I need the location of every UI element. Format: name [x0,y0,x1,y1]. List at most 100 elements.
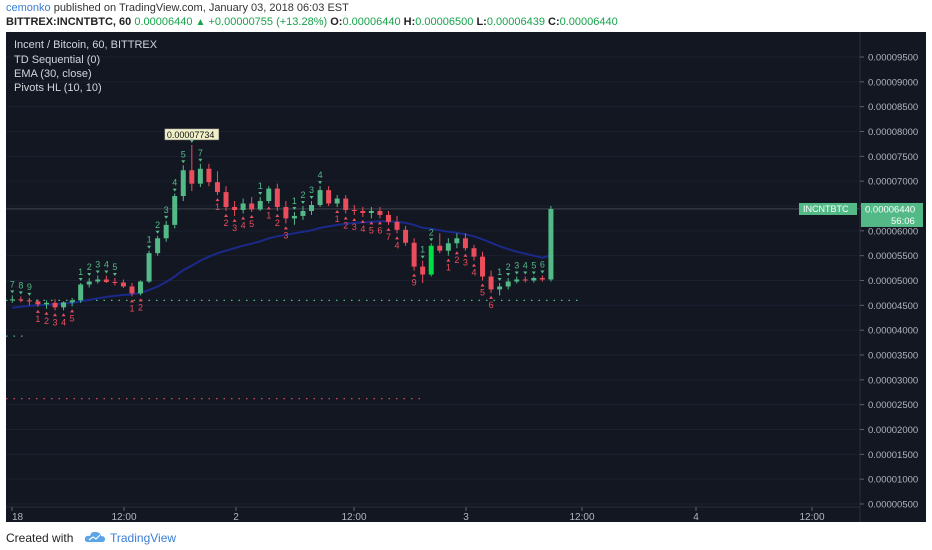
td-arrow-up-icon [454,251,459,255]
price-tick-label: 0.00001500 [868,450,918,461]
legend-study-ema[interactable]: EMA (30, close) [14,68,92,80]
td-count-up: 1 [497,267,502,277]
td-arrow-up-icon [335,209,340,213]
candle-body [326,190,332,204]
published-text: published on TradingView.com, January 03… [50,2,349,14]
candle-body [505,281,511,287]
td-arrow-down-icon [258,192,263,196]
td-count-down: 4 [241,220,246,230]
price-tick-label: 0.00009000 [868,77,918,88]
td-count-up: 1 [292,196,297,206]
price-tick-label: 0.00008000 [868,127,918,138]
td-count-up: 8 [18,280,23,290]
publication-line: cemonko published on TradingView.com, Ja… [6,2,349,14]
td-arrow-up-icon [224,213,229,217]
td-arrow-up-icon [412,273,417,277]
candle-body [309,205,315,211]
td-count-down: 6 [489,300,494,310]
price-badge-value: 0.00006440 [865,204,915,215]
td-arrow-up-icon [343,216,348,220]
candle-body [351,209,357,211]
td-count-up: 2 [300,190,305,200]
td-count-down: 1 [266,211,271,221]
candle-body [189,170,195,184]
td-arrow-up-icon [352,217,357,221]
td-count-up: 4 [104,260,109,270]
candle-body [95,279,101,282]
candle-body [18,299,24,301]
td-count-down: 3 [232,223,237,233]
legend-study-td[interactable]: TD Sequential (0) [14,54,100,66]
td-count-down: 3 [283,230,288,240]
td-arrow-down-icon [420,255,425,259]
td-count-down: 5 [249,219,254,229]
td-count-down: 1 [35,314,40,324]
td-arrow-up-icon [61,313,66,317]
high-label: H: [403,16,416,28]
candle-body [249,203,255,210]
price-tick-label: 0.00004000 [868,326,918,337]
candle-body [343,198,349,210]
footer: Created with TradingView [0,526,932,550]
td-count-up: 4 [318,170,323,180]
td-arrow-up-icon [386,227,391,231]
tradingview-brand-link[interactable]: TradingView [110,531,177,545]
td-arrow-up-icon [377,221,382,225]
candle-body [129,286,135,294]
td-arrow-down-icon [172,188,177,192]
time-axis[interactable]: 18 12:00 2 12:00 3 12:00 4 12:00 [11,507,825,522]
price-tick-label: 0.00002500 [868,400,918,411]
td-count-down: 1 [129,303,134,313]
td-count-up: 4 [172,178,177,188]
pivot-lines [6,299,578,400]
candle-body [385,214,391,222]
low-label: L: [476,16,487,28]
td-count-up: 7 [198,148,203,158]
tradingview-cloud-icon [84,531,105,542]
candle-body [334,198,340,204]
legend-study-pivots[interactable]: Pivots HL (10, 10) [14,82,102,94]
time-tick-label: 12:00 [799,512,824,522]
symbol-label: BITTREX:INCNTBTC, 60 [6,16,132,28]
chart-panel[interactable]: 7891234512345121234567123451123123412345… [6,32,926,522]
time-tick-label: 12:00 [569,512,594,522]
td-count-down: 2 [44,316,49,326]
candle-body [86,281,92,285]
price-tick-label: 0.00004500 [868,301,918,312]
time-tick-label: 12:00 [341,512,366,522]
candle-body [266,188,272,202]
td-arrow-down-icon [309,196,314,200]
td-count-down: 3 [352,222,357,232]
candle-body [197,168,203,184]
td-arrow-up-icon [35,309,40,313]
candle-body [240,203,246,210]
td-arrow-up-icon [275,213,280,217]
price-axis[interactable]: 0.00009500 0.00009000 0.00008500 0.00008000… [860,53,918,511]
candle-body [360,210,366,213]
td-arrow-up-icon [471,263,476,267]
price-tick-label: 0.00005000 [868,276,918,287]
up-arrow-icon: ▲ [195,17,206,28]
td-arrow-down-icon [95,270,100,274]
price-chart[interactable]: 7891234512345121234567123451123123412345… [6,32,926,522]
td-arrow-up-icon [232,218,237,222]
price-tick-label: 0.00005500 [868,251,918,262]
author-link[interactable]: cemonko [6,2,51,14]
td-count-down: 4 [360,224,365,234]
candle-body [146,253,152,282]
td-arrow-down-icon [523,271,528,275]
td-count-up: 7 [10,279,15,289]
open-value: 0.00006440 [342,16,401,28]
candle-body [163,224,169,239]
td-count-up: 6 [540,260,545,270]
td-sequential-marks: 7891234512345121234567123451123123412345… [10,129,545,327]
time-tick-label: 4 [693,512,699,522]
candle-body [300,210,306,216]
td-count-down: 5 [480,288,485,298]
td-arrow-down-icon [540,270,545,274]
high-value: 0.00006500 [415,16,474,28]
candle-body [232,206,238,210]
td-count-up: 2 [87,262,92,272]
td-count-down: 3 [53,317,58,327]
td-arrow-down-icon [27,292,32,296]
